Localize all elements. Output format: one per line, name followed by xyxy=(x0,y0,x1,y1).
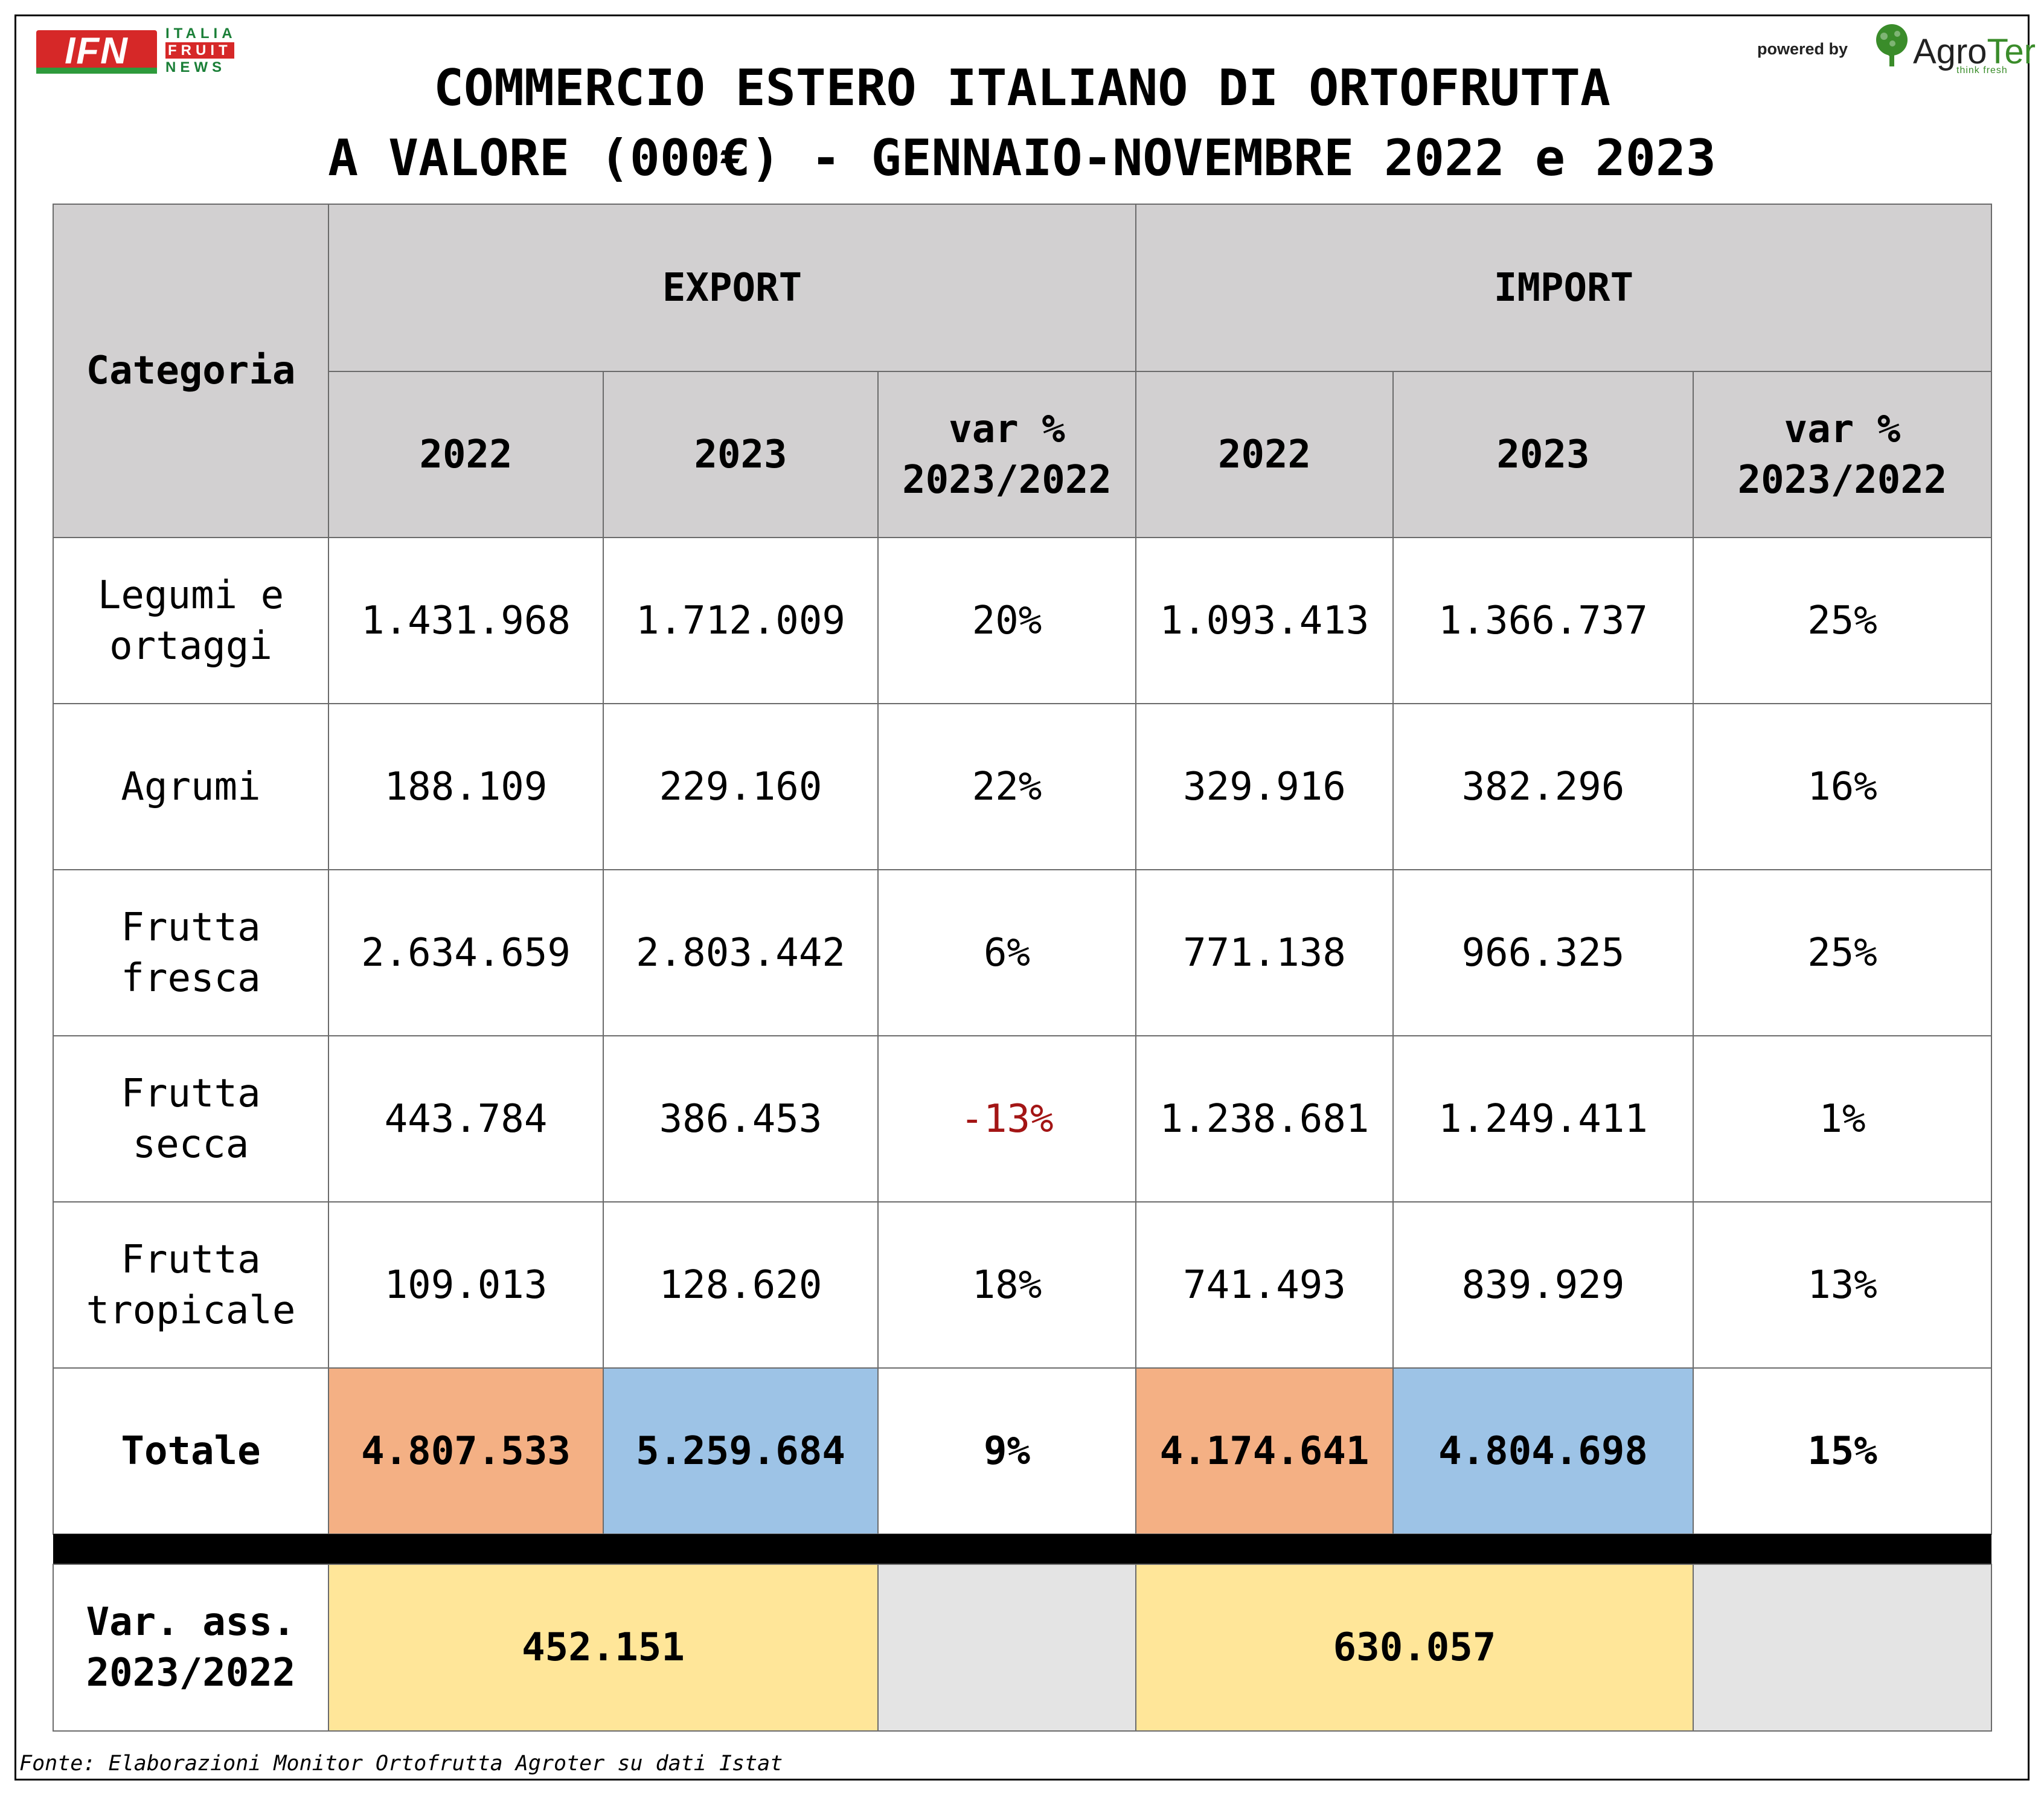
title-line-1: COMMERCIO ESTERO ITALIANO DI ORTOFRUTTA xyxy=(434,59,1610,117)
header-import-var-l1: var % xyxy=(1784,406,1901,452)
agroter-brand-a: Agro xyxy=(1913,32,1987,71)
categoria-line-2: secca xyxy=(132,1122,249,1167)
ifn-word-italia: ITALIA xyxy=(165,25,237,42)
header-export-var: var % 2023/2022 xyxy=(877,371,1136,538)
var-ass-export: 452.151 xyxy=(328,1564,879,1732)
categoria-line-2: fresca xyxy=(121,955,261,1001)
table-cell: 2.803.442 xyxy=(603,869,879,1036)
categoria-line-2: ortaggi xyxy=(109,623,272,669)
header-import-2023: 2023 xyxy=(1392,371,1694,538)
ifn-logo: IFN ITALIA FRUIT NEWS xyxy=(36,25,242,75)
table-cell: 13% xyxy=(1693,1201,1992,1369)
ifn-logo-text: IFN xyxy=(65,30,129,72)
table-cell: 6% xyxy=(877,869,1136,1036)
table-cell: 1.238.681 xyxy=(1135,1035,1394,1203)
table-cell: 741.493 xyxy=(1135,1201,1394,1369)
total-import-2022: 4.174.641 xyxy=(1135,1367,1394,1535)
var-ass-export-empty xyxy=(877,1564,1136,1732)
agroter-brand: AgroTer xyxy=(1913,31,2036,72)
total-import-var: 15% xyxy=(1693,1367,1992,1535)
var-ass-label-l2: 2023/2022 xyxy=(86,1651,296,1695)
table-cell: 386.453 xyxy=(603,1035,879,1203)
table-cell: 18% xyxy=(877,1201,1136,1369)
table-cell: 1.431.968 xyxy=(328,537,604,704)
table-cell: 25% xyxy=(1693,869,1992,1036)
header-categoria: Categoria xyxy=(53,204,329,538)
table-cell: 109.013 xyxy=(328,1201,604,1369)
categoria-line-1: Frutta xyxy=(121,1071,261,1116)
header-import-var: var % 2023/2022 xyxy=(1693,371,1992,538)
agroter-tagline: think fresh xyxy=(1956,65,2008,75)
table-cell: 128.620 xyxy=(603,1201,879,1369)
var-ass-import: 630.057 xyxy=(1135,1564,1694,1732)
ifn-stripe xyxy=(36,68,157,74)
table-cell: 771.138 xyxy=(1135,869,1394,1036)
total-label: Totale xyxy=(53,1367,329,1535)
ifn-words: ITALIA FRUIT NEWS xyxy=(165,25,237,76)
row-frutta-secca-categoria: Frutta secca xyxy=(53,1035,329,1203)
agroter-brand-b: Ter xyxy=(1987,32,2036,71)
table-cell: 1.366.737 xyxy=(1392,537,1694,704)
header-export: EXPORT xyxy=(328,204,1136,372)
trade-table: Categoria EXPORT IMPORT 2022 2023 var % … xyxy=(53,204,1992,1732)
table-cell: 1.093.413 xyxy=(1135,537,1394,704)
agroter-logo: powered by AgroTer think fresh xyxy=(1757,23,2036,77)
ifn-word-news: NEWS xyxy=(165,59,226,75)
total-export-2023: 5.259.684 xyxy=(603,1367,879,1535)
table-cell: 966.325 xyxy=(1392,869,1694,1036)
header-import-var-l2: 2023/2022 xyxy=(1737,457,1947,503)
row-legumi-categoria: Legumi e ortaggi xyxy=(53,537,329,704)
total-export-var: 9% xyxy=(877,1367,1136,1535)
header-export-2023: 2023 xyxy=(603,371,879,538)
categoria-line-1: Frutta xyxy=(121,1237,261,1282)
table-cell: 382.296 xyxy=(1392,703,1694,870)
tree-icon xyxy=(1876,24,1908,66)
categoria-line-1: Frutta xyxy=(121,905,261,950)
table-cell: 20% xyxy=(877,537,1136,704)
total-export-2022: 4.807.533 xyxy=(328,1367,604,1535)
table-cell: 443.784 xyxy=(328,1035,604,1203)
var-ass-import-empty xyxy=(1693,1564,1992,1732)
total-import-2023: 4.804.698 xyxy=(1392,1367,1694,1535)
table-cell-negative: -13% xyxy=(877,1035,1136,1203)
categoria-line-2: tropicale xyxy=(86,1288,296,1333)
title-line-2: A VALORE (000€) - GENNAIO-NOVEMBRE 2022 … xyxy=(328,129,1716,187)
row-frutta-tropicale-categoria: Frutta tropicale xyxy=(53,1201,329,1369)
table-cell: 1.712.009 xyxy=(603,537,879,704)
table-cell: 1.249.411 xyxy=(1392,1035,1694,1203)
source-footnote: Fonte: Elaborazioni Monitor Ortofrutta A… xyxy=(19,1752,783,1776)
table-cell: 229.160 xyxy=(603,703,879,870)
header-import: IMPORT xyxy=(1135,204,1992,372)
table-cell: 188.109 xyxy=(328,703,604,870)
var-ass-label-l1: Var. ass. xyxy=(86,1600,296,1645)
table-cell: 16% xyxy=(1693,703,1992,870)
table-cell: 839.929 xyxy=(1392,1201,1694,1369)
header-export-var-l2: 2023/2022 xyxy=(902,457,1112,503)
ifn-badge: IFN xyxy=(36,30,157,72)
header-export-2022: 2022 xyxy=(328,371,604,538)
table-cell: 25% xyxy=(1693,537,1992,704)
header-export-var-l1: var % xyxy=(949,406,1065,452)
row-frutta-fresca-categoria: Frutta fresca xyxy=(53,869,329,1036)
ifn-word-fruit: FRUIT xyxy=(165,42,234,59)
table-cell: 22% xyxy=(877,703,1136,870)
table-cell: 329.916 xyxy=(1135,703,1394,870)
table-cell: 1% xyxy=(1693,1035,1992,1203)
header-import-2022: 2022 xyxy=(1135,371,1394,538)
table-cell: 2.634.659 xyxy=(328,869,604,1036)
var-ass-label: Var. ass. 2023/2022 xyxy=(53,1564,329,1732)
categoria-line-1: Legumi e xyxy=(97,573,284,618)
powered-by-text: powered by xyxy=(1757,40,1848,58)
row-agrumi-categoria: Agrumi xyxy=(53,703,329,870)
table-separator xyxy=(53,1534,1991,1564)
outer-frame xyxy=(14,14,2030,1781)
